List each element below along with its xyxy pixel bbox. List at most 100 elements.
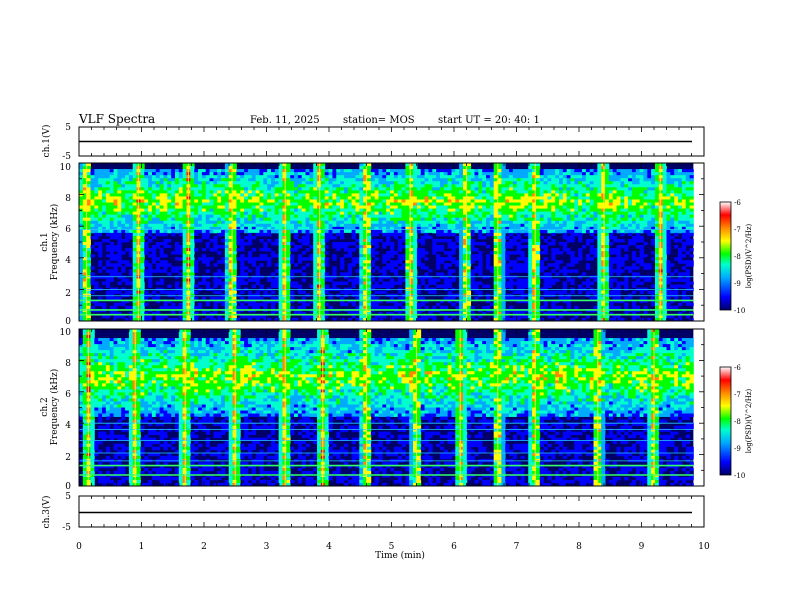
- spectrogram-cell: [125, 305, 130, 310]
- spectrogram-cell: [247, 235, 253, 240]
- spectrogram-cell: [274, 269, 280, 273]
- spectrogram-cell: [178, 314, 184, 319]
- spectrogram-cell: [405, 190, 410, 194]
- spectrogram-cell: [125, 299, 130, 304]
- spectrogram-cell: [493, 211, 498, 216]
- spectrogram-cell: [297, 299, 303, 304]
- spectrogram-cell: [128, 184, 134, 188]
- spectrogram-cell: [190, 254, 195, 258]
- spectrogram-cell: [516, 296, 521, 301]
- spectrogram-cell: [413, 172, 418, 176]
- spectrogram-cell: [144, 242, 149, 246]
- spectrogram-cell: [401, 205, 406, 209]
- spectrogram-cell: [401, 314, 406, 319]
- spectrogram-cell: [405, 272, 410, 276]
- spectrogram-cell: [466, 278, 472, 282]
- spectrogram-cell: [313, 284, 318, 288]
- spectrogram-cell: [432, 305, 437, 310]
- spectrogram-cell: [466, 229, 472, 234]
- spectrogram-cell: [278, 317, 283, 321]
- spectrogram-cell: [282, 211, 287, 216]
- spectrogram-cell: [305, 211, 310, 216]
- spectrogram-cell: [240, 169, 245, 173]
- spectrogram-cell: [86, 181, 91, 185]
- spectrogram-cell: [401, 257, 406, 261]
- spectrogram-cell: [132, 281, 137, 285]
- spectrogram-cell: [320, 181, 326, 185]
- spectrogram-cell: [501, 260, 506, 264]
- spectrogram-cell: [374, 217, 379, 222]
- spectrogram-cell: [82, 214, 88, 219]
- spectrogram-cell: [501, 220, 506, 225]
- spectrogram-cell: [413, 190, 418, 194]
- spectrogram-cell: [416, 266, 422, 270]
- spectrogram-cell: [105, 220, 111, 225]
- spectrogram-cell: [163, 305, 168, 310]
- spectrogram-cell: [255, 226, 260, 231]
- spectrogram-cell: [267, 257, 272, 261]
- spectrogram-cell: [462, 229, 468, 234]
- spectrogram-cell: [340, 199, 345, 203]
- spectrogram-cell: [405, 311, 410, 316]
- spectrogram-cell: [109, 296, 114, 301]
- spectrogram-cell: [82, 269, 88, 273]
- spectrogram-cell: [301, 169, 306, 173]
- spectrogram-cell: [102, 281, 107, 285]
- spectrogram-cell: [416, 251, 422, 255]
- spectrogram-cell: [221, 257, 226, 261]
- spectrogram-cell: [194, 193, 199, 197]
- spectrogram-cell: [232, 314, 237, 319]
- spectrogram-cell: [401, 214, 406, 219]
- spectrogram-cell: [378, 278, 383, 282]
- spectrogram-cell: [539, 235, 545, 240]
- spectrogram-cell: [301, 202, 306, 206]
- spectrogram-cell: [274, 299, 280, 304]
- spectrogram-cell: [109, 175, 114, 179]
- spectrogram-cell: [132, 217, 137, 222]
- spectrogram-cell: [516, 214, 521, 219]
- spectrogram-cell: [505, 263, 510, 267]
- spectrogram-cell: [320, 314, 326, 319]
- spectrogram-cell: [297, 187, 303, 191]
- spectrogram-cell: [144, 245, 149, 249]
- spectrogram-cell: [90, 290, 95, 295]
- spectrogram-cell: [224, 166, 230, 170]
- spectrogram-cell: [432, 184, 437, 188]
- spectrogram-cell: [98, 302, 103, 307]
- spectrogram-cell: [363, 284, 368, 288]
- spectrogram-cell: [409, 172, 414, 176]
- spectrogram-cell: [82, 217, 88, 222]
- spectrogram-cell: [486, 223, 491, 228]
- spectrogram-cell: [397, 175, 402, 179]
- spectrogram-cell: [228, 196, 233, 200]
- spectrogram-cell: [528, 238, 533, 243]
- spectrogram-cell: [178, 202, 184, 206]
- spectrogram-cell: [459, 278, 464, 282]
- spectrogram-cell: [547, 235, 552, 240]
- spectrogram-cell: [209, 317, 214, 321]
- spectrogram-cell: [328, 190, 333, 194]
- spectrogram-cell: [359, 229, 364, 234]
- spectrogram-cell: [82, 169, 88, 173]
- spectrogram-cell: [370, 208, 376, 213]
- spectrogram-cell: [278, 226, 283, 231]
- spectrogram-cell: [501, 272, 506, 276]
- spectrogram-cell: [278, 193, 283, 197]
- spectrogram-cell: [159, 226, 164, 231]
- spectrogram-cell: [113, 314, 118, 319]
- spectrogram-cell: [424, 272, 429, 276]
- spectrogram-cell: [520, 214, 525, 219]
- spectrogram-cell: [175, 178, 180, 182]
- spectrogram-cell: [301, 172, 306, 176]
- spectrogram-cell: [424, 196, 429, 200]
- spectrogram-cell: [178, 232, 184, 237]
- spectrogram-cell: [359, 202, 364, 206]
- spectrogram-cell: [228, 245, 233, 249]
- spectrogram-cell: [167, 199, 172, 203]
- spectrogram-cell: [190, 299, 195, 304]
- spectrogram-cell: [313, 199, 318, 203]
- spectrogram-cell: [86, 202, 91, 206]
- spectrogram-cell: [201, 211, 207, 216]
- spectrogram-cell: [313, 214, 318, 219]
- spectrogram-cell: [263, 214, 268, 219]
